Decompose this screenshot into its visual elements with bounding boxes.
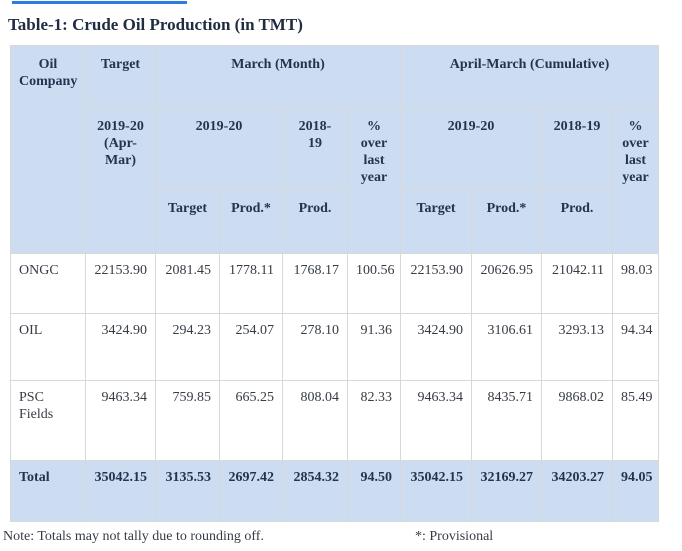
header-cell-cum-pct-over-last-year: % over last year bbox=[612, 107, 660, 254]
header-cell-target-period: 2019-20 (Apr-Mar) bbox=[85, 107, 156, 254]
provisional-note: *: Provisional bbox=[415, 529, 494, 544]
table-footnotes: Note: Totals may not tally due to roundi… bbox=[3, 528, 682, 546]
header-cell-cum-2019-20: 2019-20 bbox=[400, 107, 543, 190]
header-row-groups: Oil Company Target March (Month) April-M… bbox=[10, 45, 660, 254]
header-cell-march-target: Target bbox=[155, 189, 220, 254]
cell-march-prod-prev: 278.10 bbox=[282, 313, 348, 381]
cell-cum-pct: 94.34 bbox=[612, 313, 660, 381]
header-cell-cum-2018-19: 2018-19 bbox=[541, 107, 614, 190]
cell-march-pct: 100.56 bbox=[346, 253, 402, 314]
rounding-note: Note: Totals may not tally due to roundi… bbox=[3, 529, 264, 544]
cell-march-prod: 1778.11 bbox=[219, 253, 283, 314]
cell-cum-pct: 98.03 bbox=[612, 253, 660, 314]
cell-cum-prod-prev: 9868.02 bbox=[541, 380, 614, 461]
header-cell-march-2019-20: 2019-20 bbox=[155, 107, 283, 190]
cell-march-pct: 94.50 bbox=[346, 460, 402, 522]
cell-target-apr-mar: 22153.90 bbox=[85, 253, 156, 314]
header-cell-april-march: April-March (Cumulative) bbox=[400, 45, 660, 108]
cell-cum-target: 35042.15 bbox=[400, 460, 473, 522]
header-cell-target-group: Target bbox=[85, 45, 156, 108]
cell-march-target: 2081.45 bbox=[155, 253, 220, 314]
cell-company: Total bbox=[10, 460, 86, 522]
header-row-years: 2019-20 (Apr-Mar) 2019-20 2018-19 % over… bbox=[11, 107, 660, 254]
table-row-ongc: ONGC 22153.90 2081.45 1778.11 1768.17 10… bbox=[10, 253, 660, 314]
header-cell-march-2018-19: 2018-19 bbox=[282, 107, 348, 190]
cell-cum-pct: 94.05 bbox=[612, 460, 660, 522]
header-cell-march-pct-over-last-year: % over last year bbox=[346, 107, 402, 254]
cell-target-apr-mar: 35042.15 bbox=[85, 460, 156, 522]
cell-march-pct: 82.33 bbox=[346, 380, 402, 461]
cell-cum-prod-prev: 34203.27 bbox=[541, 460, 614, 522]
cell-cum-prod-prev: 3293.13 bbox=[541, 313, 614, 381]
header-cell-march-month: March (Month) bbox=[154, 45, 402, 108]
crude-oil-production-table: Oil Company Target March (Month) April-M… bbox=[10, 45, 660, 522]
cell-march-target: 294.23 bbox=[155, 313, 220, 381]
header-cell-cum-prod-provisional: Prod.* bbox=[471, 189, 543, 254]
page-title: Table-1: Crude Oil Production (in TMT) bbox=[8, 15, 303, 34]
cell-company: ONGC bbox=[10, 253, 86, 314]
table-row-oil: OIL 3424.90 294.23 254.07 278.10 91.36 3… bbox=[10, 313, 660, 381]
header-cell-oil-company: Oil Company bbox=[10, 45, 86, 254]
cell-target-apr-mar: 3424.90 bbox=[85, 313, 156, 381]
cell-company: OIL bbox=[10, 313, 86, 381]
cell-cum-target: 3424.90 bbox=[400, 313, 473, 381]
header-cell-cum-target: Target bbox=[400, 189, 473, 254]
cell-cum-prod: 32169.27 bbox=[471, 460, 543, 522]
table-row-total: Total 35042.15 3135.53 2697.42 2854.32 9… bbox=[10, 460, 660, 522]
cell-cum-prod: 20626.95 bbox=[471, 253, 543, 314]
cell-march-pct: 91.36 bbox=[346, 313, 402, 381]
cell-company: PSC Fields bbox=[10, 380, 86, 461]
cell-march-target: 3135.53 bbox=[155, 460, 220, 522]
header-row-subcolumns: Target Prod.* Prod. Target Prod.* Prod. bbox=[11, 189, 659, 254]
cell-target-apr-mar: 9463.34 bbox=[85, 380, 156, 461]
header-cell-march-prod: Prod. bbox=[282, 189, 348, 254]
header-cell-march-prod-provisional: Prod.* bbox=[219, 189, 283, 254]
cell-march-prod: 254.07 bbox=[219, 313, 283, 381]
cell-march-prod-prev: 808.04 bbox=[282, 380, 348, 461]
cell-march-prod-prev: 1768.17 bbox=[282, 253, 348, 314]
cell-cum-target: 22153.90 bbox=[400, 253, 473, 314]
cell-march-target: 759.85 bbox=[155, 380, 220, 461]
header-cell-cum-prod: Prod. bbox=[541, 189, 614, 254]
cell-march-prod: 665.25 bbox=[219, 380, 283, 461]
cell-cum-prod: 3106.61 bbox=[471, 313, 543, 381]
cell-march-prod: 2697.42 bbox=[219, 460, 283, 522]
cell-march-prod-prev: 2854.32 bbox=[282, 460, 348, 522]
cell-cum-prod: 8435.71 bbox=[471, 380, 543, 461]
link-underline[interactable] bbox=[12, 1, 187, 4]
cell-cum-prod-prev: 21042.11 bbox=[541, 253, 614, 314]
table-row-psc-fields: PSC Fields 9463.34 759.85 665.25 808.04 … bbox=[10, 380, 660, 461]
cell-cum-pct: 85.49 bbox=[612, 380, 660, 461]
cell-cum-target: 9463.34 bbox=[400, 380, 473, 461]
